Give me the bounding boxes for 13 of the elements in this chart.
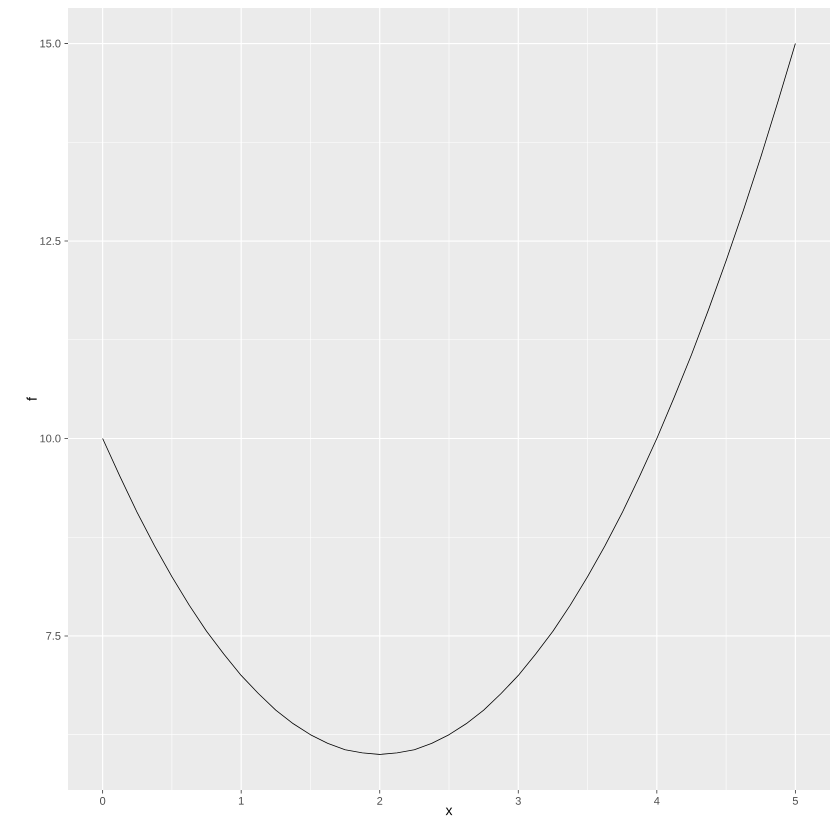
x-tick-label: 4 xyxy=(654,797,660,805)
y-tick-label: 15.0 xyxy=(40,40,61,48)
x-tick-label: 2 xyxy=(377,797,382,805)
line-series xyxy=(102,43,796,755)
x-tick-label: 5 xyxy=(792,797,798,805)
y-tick-label: 7.5 xyxy=(46,632,60,640)
x-tick-label: 1 xyxy=(238,797,244,805)
x-axis-title: x xyxy=(446,808,452,816)
y-tick-label: 12.5 xyxy=(40,237,60,245)
y-axis-title: f xyxy=(26,397,37,401)
y-tick-label: 10.0 xyxy=(40,434,61,442)
x-tick-label: 3 xyxy=(516,797,521,805)
x-tick-label: 0 xyxy=(100,797,106,805)
